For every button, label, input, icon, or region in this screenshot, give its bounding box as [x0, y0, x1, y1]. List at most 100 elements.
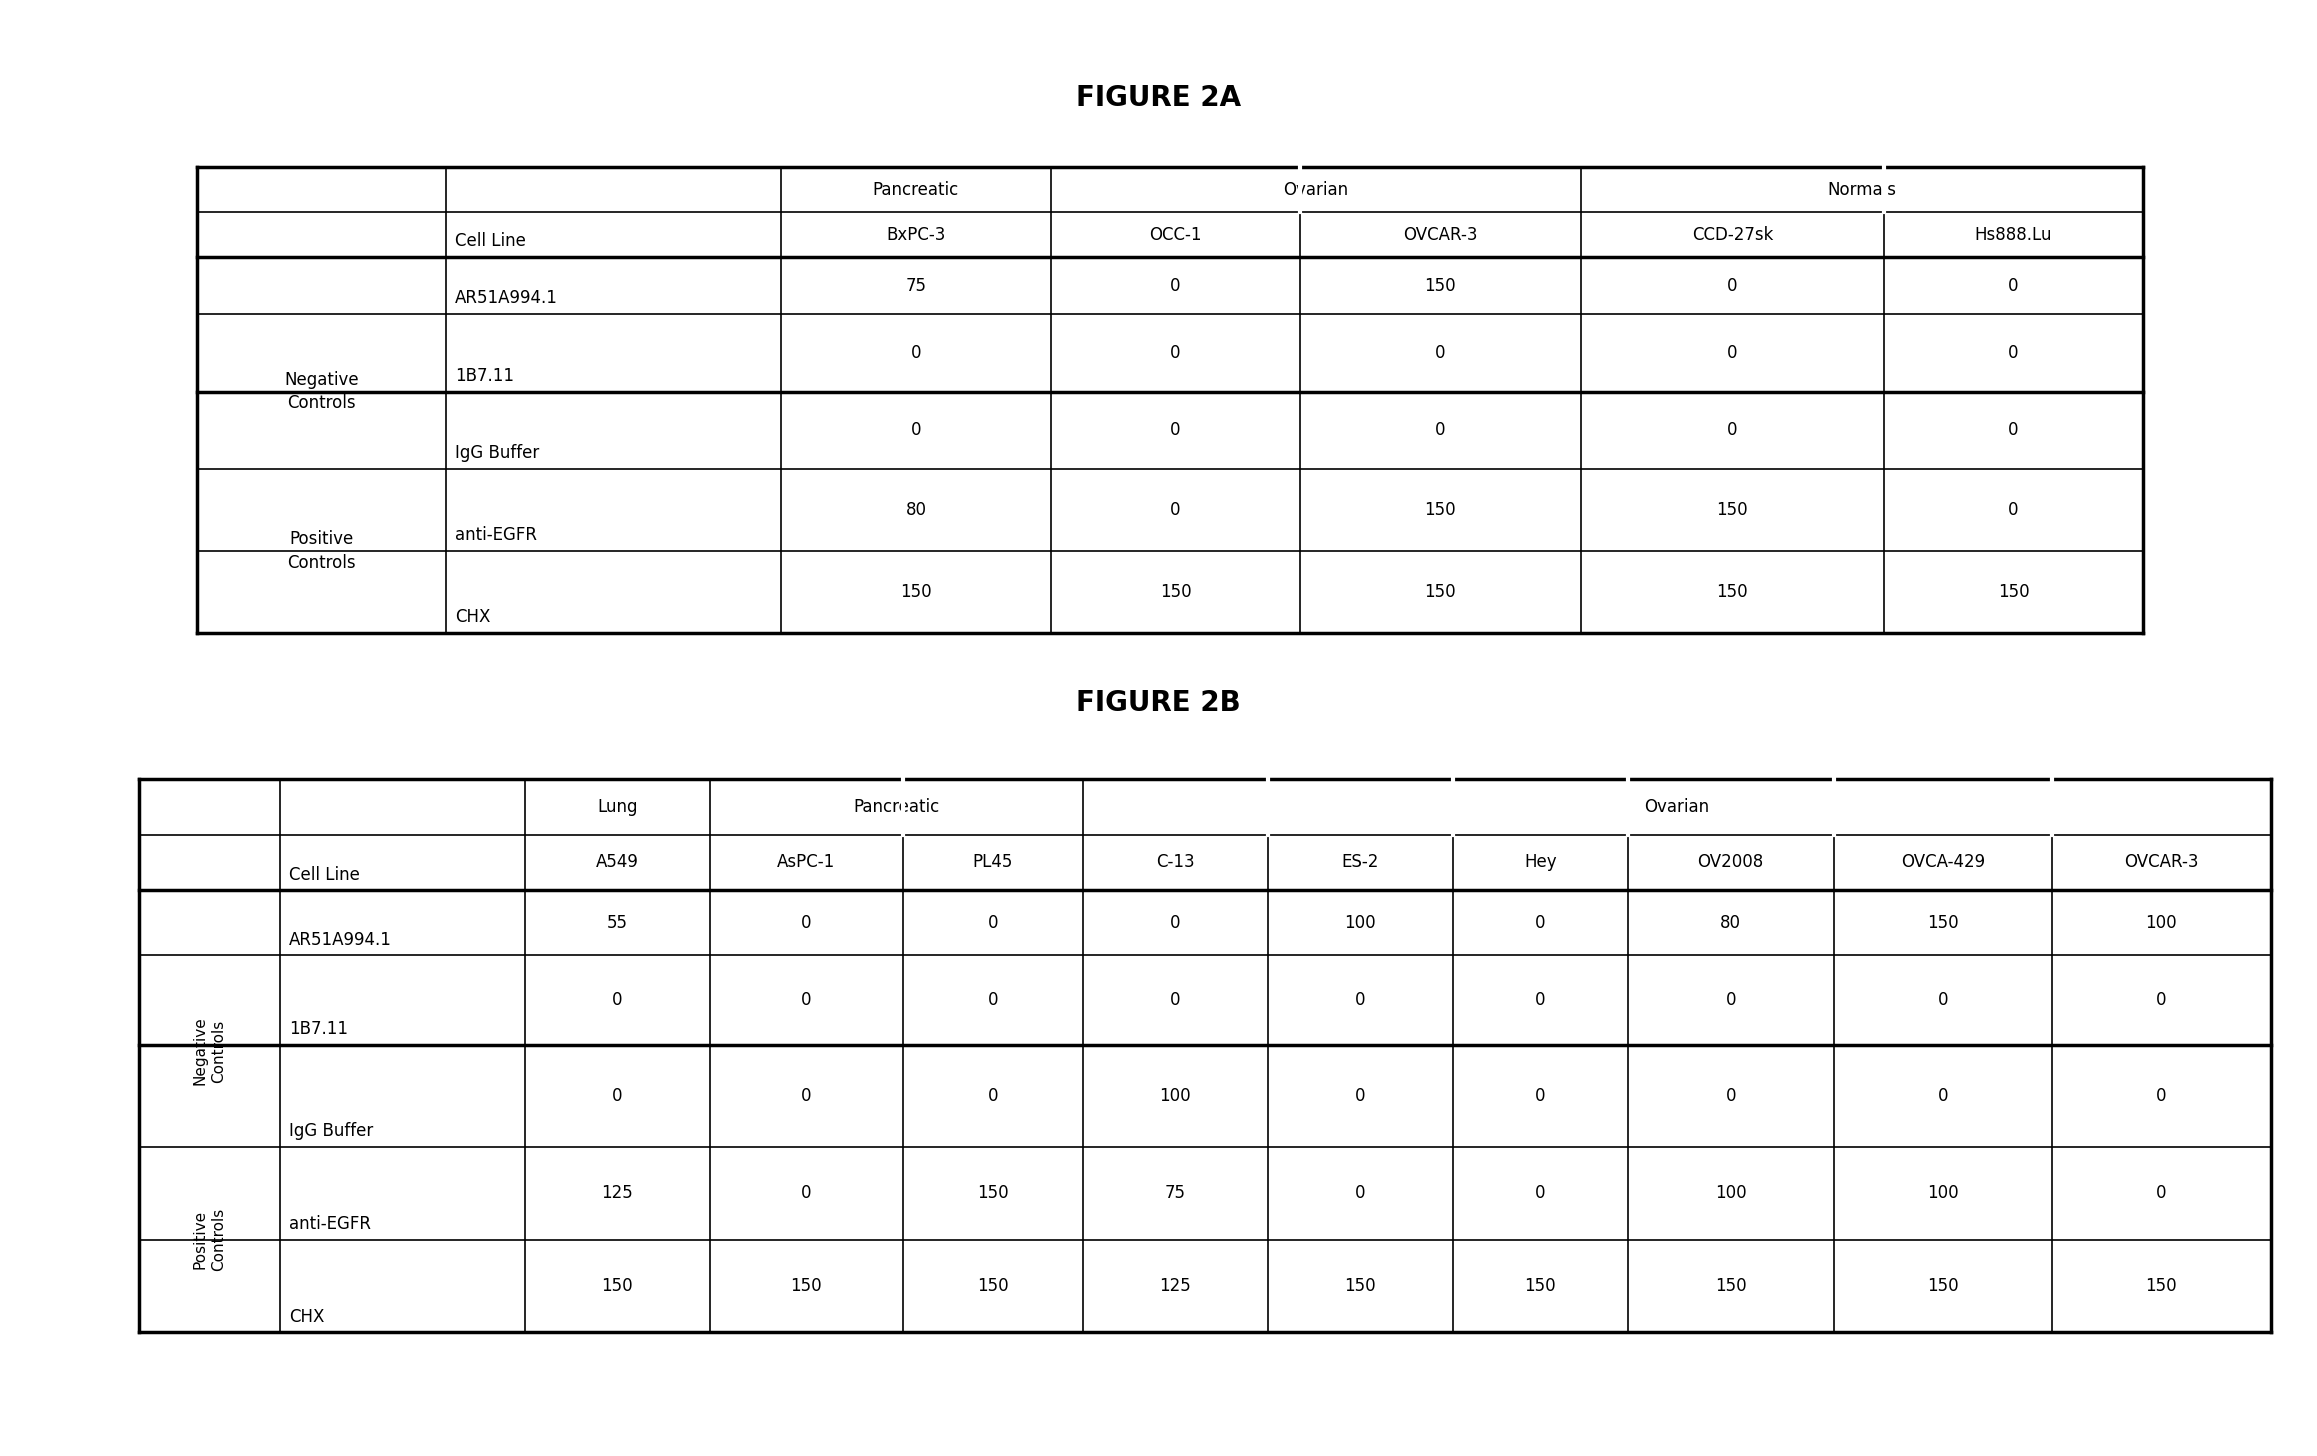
Text: Lung: Lung	[598, 798, 637, 815]
Text: 0: 0	[1170, 421, 1182, 440]
Text: 125: 125	[1158, 1277, 1191, 1294]
Text: BxPC-3: BxPC-3	[887, 226, 945, 243]
Text: 0: 0	[1726, 1086, 1735, 1105]
Text: Negative
Controls: Negative Controls	[192, 1016, 227, 1085]
Text: 125: 125	[602, 1184, 633, 1203]
Text: OV2008: OV2008	[1698, 853, 1763, 871]
Text: 1B7.11: 1B7.11	[456, 367, 514, 384]
Text: 150: 150	[901, 584, 931, 601]
Text: anti-EGFR: anti-EGFR	[456, 526, 538, 545]
Text: CHX: CHX	[290, 1307, 324, 1325]
Text: 100: 100	[1344, 914, 1376, 932]
Text: 0: 0	[1726, 344, 1738, 363]
Text: OVCAR-3: OVCAR-3	[2125, 853, 2199, 871]
Text: 100: 100	[2146, 914, 2178, 932]
Text: 0: 0	[1726, 421, 1738, 440]
Text: 0: 0	[1434, 421, 1446, 440]
Text: 0: 0	[1937, 992, 1949, 1009]
Text: Positive
Controls: Positive Controls	[287, 530, 355, 572]
Text: FIGURE 2B: FIGURE 2B	[1075, 689, 1242, 716]
Text: 0: 0	[2157, 1086, 2166, 1105]
Text: 0: 0	[1937, 1086, 1949, 1105]
Text: 0: 0	[1170, 992, 1182, 1009]
Text: 0: 0	[612, 1086, 623, 1105]
Text: 150: 150	[1425, 501, 1455, 518]
Text: IgG Buffer: IgG Buffer	[456, 444, 540, 462]
Text: Cell Line: Cell Line	[290, 866, 359, 884]
Text: 0: 0	[1726, 277, 1738, 294]
Text: 150: 150	[2146, 1277, 2178, 1294]
Text: CHX: CHX	[456, 609, 491, 626]
Text: 0: 0	[1536, 1184, 1545, 1203]
Text: 100: 100	[1158, 1086, 1191, 1105]
Text: Cell Line: Cell Line	[456, 232, 526, 250]
Text: 150: 150	[1525, 1277, 1557, 1294]
Text: 0: 0	[1170, 501, 1182, 518]
Text: IgG Buffer: IgG Buffer	[290, 1123, 373, 1140]
Text: 75: 75	[906, 277, 927, 294]
Text: 0: 0	[2009, 344, 2018, 363]
Text: 100: 100	[1715, 1184, 1747, 1203]
Text: 0: 0	[1355, 1184, 1365, 1203]
Text: 55: 55	[607, 914, 628, 932]
Text: Positive
Controls: Positive Controls	[192, 1208, 227, 1271]
Text: OCC-1: OCC-1	[1149, 226, 1203, 243]
Text: Pancreatic: Pancreatic	[874, 181, 959, 199]
Text: 0: 0	[1170, 277, 1182, 294]
Text: 0: 0	[911, 344, 922, 363]
Text: Pancreatic: Pancreatic	[853, 798, 938, 815]
Text: 150: 150	[1717, 584, 1747, 601]
Text: 0: 0	[2009, 277, 2018, 294]
Text: 0: 0	[1726, 992, 1735, 1009]
Text: anti-EGFR: anti-EGFR	[290, 1214, 371, 1233]
Text: 0: 0	[2009, 501, 2018, 518]
Text: PL45: PL45	[973, 853, 1013, 871]
Text: 80: 80	[906, 501, 927, 518]
Text: 150: 150	[602, 1277, 633, 1294]
Text: 0: 0	[802, 914, 811, 932]
Text: 0: 0	[1170, 914, 1182, 932]
Text: 0: 0	[987, 914, 999, 932]
Text: 0: 0	[1170, 344, 1182, 363]
Text: Negative
Controls: Negative Controls	[285, 371, 359, 412]
Text: FIGURE 2A: FIGURE 2A	[1075, 84, 1242, 112]
Text: 0: 0	[1536, 1086, 1545, 1105]
Text: Normals: Normals	[1828, 181, 1898, 199]
Text: Hs888.Lu: Hs888.Lu	[1974, 226, 2053, 243]
Text: 150: 150	[1997, 584, 2030, 601]
Text: 0: 0	[911, 421, 922, 440]
Text: AR51A994.1: AR51A994.1	[456, 290, 558, 307]
Text: C-13: C-13	[1156, 853, 1196, 871]
Text: 0: 0	[802, 1184, 811, 1203]
Text: Ovarian: Ovarian	[1645, 798, 1710, 815]
Text: 0: 0	[2009, 421, 2018, 440]
Text: Ovarian: Ovarian	[1284, 181, 1348, 199]
Text: 0: 0	[802, 992, 811, 1009]
Text: 0: 0	[1355, 1086, 1365, 1105]
Text: Hey: Hey	[1525, 853, 1557, 871]
Text: 150: 150	[978, 1184, 1008, 1203]
Text: 0: 0	[2157, 992, 2166, 1009]
Text: 150: 150	[1928, 914, 1958, 932]
Text: 1B7.11: 1B7.11	[290, 1021, 348, 1038]
Text: 0: 0	[1355, 992, 1365, 1009]
Text: 0: 0	[612, 992, 623, 1009]
Text: 0: 0	[1434, 344, 1446, 363]
Text: 150: 150	[1161, 584, 1191, 601]
Text: 0: 0	[802, 1086, 811, 1105]
Text: 150: 150	[1715, 1277, 1747, 1294]
Text: ES-2: ES-2	[1342, 853, 1379, 871]
Text: 0: 0	[987, 992, 999, 1009]
Text: 150: 150	[1425, 277, 1455, 294]
Text: 150: 150	[1425, 584, 1455, 601]
Text: 0: 0	[2157, 1184, 2166, 1203]
Text: AR51A994.1: AR51A994.1	[290, 930, 392, 948]
Text: 150: 150	[1928, 1277, 1958, 1294]
Text: 0: 0	[987, 1086, 999, 1105]
Text: 0: 0	[1536, 914, 1545, 932]
Text: 100: 100	[1928, 1184, 1958, 1203]
Text: AsPC-1: AsPC-1	[776, 853, 836, 871]
Text: CCD-27sk: CCD-27sk	[1691, 226, 1773, 243]
Text: A549: A549	[595, 853, 639, 871]
Text: 75: 75	[1165, 1184, 1186, 1203]
